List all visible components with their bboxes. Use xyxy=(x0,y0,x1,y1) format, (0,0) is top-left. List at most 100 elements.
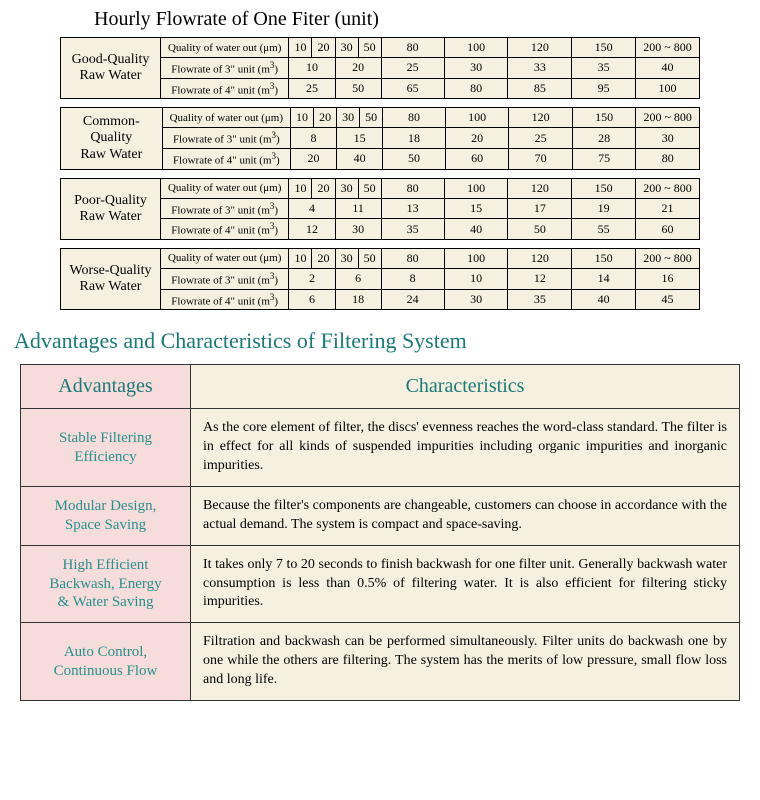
characteristic-cell: Because the filter's components are chan… xyxy=(191,486,740,545)
col-header: 150 xyxy=(572,38,636,58)
cell: 25 xyxy=(381,58,444,79)
cell: 80 xyxy=(444,78,508,99)
water-quality-label: Poor-QualityRaw Water xyxy=(61,178,161,239)
col-header: 10 xyxy=(289,38,312,58)
metric-f4: Flowrate of 4" unit (m3) xyxy=(160,289,288,310)
cell: 15 xyxy=(337,128,383,149)
cell: 60 xyxy=(636,219,700,240)
cell: 75 xyxy=(572,148,636,169)
cell: 60 xyxy=(445,148,509,169)
cell: 100 xyxy=(636,78,700,99)
col-header: 10 xyxy=(289,248,312,268)
col-header: 20 xyxy=(312,38,335,58)
metric-quality: Quality of water out (μm) xyxy=(160,38,288,58)
col-header: 200 ~ 800 xyxy=(636,248,700,268)
cell: 19 xyxy=(572,198,636,219)
cell: 4 xyxy=(289,198,335,219)
cell: 50 xyxy=(335,78,381,99)
col-header: 10 xyxy=(289,178,312,198)
cell: 8 xyxy=(291,128,337,149)
cell: 25 xyxy=(509,128,573,149)
col-header: 80 xyxy=(383,108,446,128)
cell: 35 xyxy=(508,289,572,310)
col-header: 100 xyxy=(444,38,508,58)
cell: 2 xyxy=(289,268,335,289)
cell: 15 xyxy=(444,198,508,219)
characteristic-cell: It takes only 7 to 20 seconds to finish … xyxy=(191,545,740,623)
col-header: 30 xyxy=(335,38,358,58)
advantage-cell: High EfficientBackwash, Energy& Water Sa… xyxy=(21,545,191,623)
cell: 20 xyxy=(335,58,381,79)
metric-quality: Quality of water out (μm) xyxy=(160,248,288,268)
cell: 10 xyxy=(289,58,335,79)
cell: 55 xyxy=(572,219,636,240)
page-title: Hourly Flowrate of One Fiter (unit) xyxy=(14,8,750,31)
cell: 6 xyxy=(289,289,335,310)
cell: 17 xyxy=(508,198,572,219)
col-header: 80 xyxy=(381,248,444,268)
cell: 18 xyxy=(335,289,381,310)
cell: 40 xyxy=(572,289,636,310)
cell: 45 xyxy=(636,289,700,310)
cell: 35 xyxy=(572,58,636,79)
col-header: 120 xyxy=(508,178,572,198)
cell: 85 xyxy=(508,78,572,99)
col-header: 30 xyxy=(337,108,360,128)
cell: 10 xyxy=(444,268,508,289)
metric-f4: Flowrate of 4" unit (m3) xyxy=(162,148,290,169)
advantage-cell: Modular Design,Space Saving xyxy=(21,486,191,545)
cell: 13 xyxy=(381,198,444,219)
water-quality-label: Common-QualityRaw Water xyxy=(61,108,163,169)
col-header: 200 ~ 800 xyxy=(636,108,700,128)
flowrate-table: Poor-QualityRaw WaterQuality of water ou… xyxy=(60,178,700,240)
metric-f3: Flowrate of 3" unit (m3) xyxy=(160,268,288,289)
cell: 6 xyxy=(335,268,381,289)
col-header: 50 xyxy=(358,38,381,58)
metric-f4: Flowrate of 4" unit (m3) xyxy=(160,219,288,240)
cell: 12 xyxy=(508,268,572,289)
cell: 80 xyxy=(636,148,700,169)
cell: 8 xyxy=(381,268,444,289)
col-header: 200 ~ 800 xyxy=(636,38,700,58)
cell: 24 xyxy=(381,289,444,310)
water-quality-label: Good-QualityRaw Water xyxy=(61,38,161,99)
flowrate-table: Common-QualityRaw WaterQuality of water … xyxy=(60,107,700,169)
characteristics-header: Characteristics xyxy=(191,365,740,409)
col-header: 100 xyxy=(445,108,509,128)
col-header: 100 xyxy=(444,248,508,268)
cell: 40 xyxy=(444,219,508,240)
cell: 28 xyxy=(572,128,636,149)
cell: 20 xyxy=(445,128,509,149)
flowrate-table: Worse-QualityRaw WaterQuality of water o… xyxy=(60,248,700,310)
metric-f3: Flowrate of 3" unit (m3) xyxy=(162,128,290,149)
col-header: 200 ~ 800 xyxy=(636,178,700,198)
cell: 40 xyxy=(636,58,700,79)
cell: 35 xyxy=(381,219,444,240)
cell: 30 xyxy=(444,289,508,310)
col-header: 120 xyxy=(509,108,573,128)
col-header: 80 xyxy=(381,178,444,198)
metric-f3: Flowrate of 3" unit (m3) xyxy=(160,198,288,219)
cell: 16 xyxy=(636,268,700,289)
col-header: 150 xyxy=(572,248,636,268)
cell: 40 xyxy=(337,148,383,169)
metric-f3: Flowrate of 3" unit (m3) xyxy=(160,58,288,79)
metric-quality: Quality of water out (μm) xyxy=(162,108,290,128)
col-header: 50 xyxy=(358,248,381,268)
advantage-cell: Stable FilteringEfficiency xyxy=(21,409,191,487)
cell: 20 xyxy=(291,148,337,169)
cell: 50 xyxy=(508,219,572,240)
cell: 12 xyxy=(289,219,335,240)
cell: 18 xyxy=(383,128,446,149)
advantages-header: Advantages xyxy=(21,365,191,409)
metric-quality: Quality of water out (μm) xyxy=(160,178,288,198)
characteristic-cell: Filtration and backwash can be performed… xyxy=(191,623,740,701)
col-header: 150 xyxy=(572,178,636,198)
cell: 14 xyxy=(572,268,636,289)
flowrate-table: Good-QualityRaw WaterQuality of water ou… xyxy=(60,37,700,99)
cell: 21 xyxy=(636,198,700,219)
cell: 25 xyxy=(289,78,335,99)
col-header: 100 xyxy=(444,178,508,198)
cell: 70 xyxy=(509,148,573,169)
flowrate-tables: Good-QualityRaw WaterQuality of water ou… xyxy=(10,37,750,310)
